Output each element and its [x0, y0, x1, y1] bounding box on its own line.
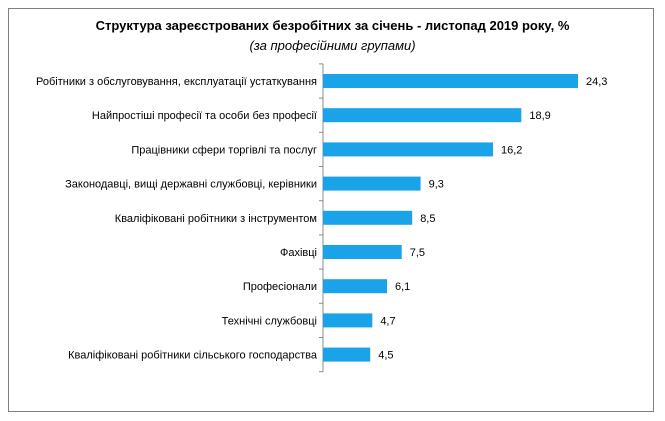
data-label: 16,2	[501, 144, 522, 156]
bar	[323, 279, 388, 294]
bar	[323, 108, 522, 123]
category-label: Технічні службовці	[222, 315, 317, 327]
data-label: 6,1	[395, 281, 410, 293]
chart-subtitle: (за професійними групами)	[249, 38, 416, 53]
bar	[323, 210, 413, 225]
data-label: 4,5	[378, 350, 393, 362]
data-label: 18,9	[529, 110, 550, 122]
category-label: Кваліфіковані робітники з інструментом	[115, 213, 317, 225]
category-label: Законодавці, вищі державні службовці, ке…	[65, 179, 317, 191]
data-label: 8,5	[420, 213, 435, 225]
bar	[323, 74, 578, 88]
bar	[323, 313, 373, 328]
bar	[323, 347, 371, 362]
category-label: Робітники з обслуговування, експлуатації…	[36, 76, 317, 88]
category-label: Фахівці	[280, 247, 317, 259]
category-label: Працівники сфери торгівлі та послуг	[131, 144, 317, 156]
category-label: Кваліфіковані робітники сільського госпо…	[68, 350, 318, 362]
data-label: 4,7	[380, 315, 395, 327]
data-label: 24,3	[586, 76, 607, 88]
data-label: 7,5	[410, 247, 425, 259]
chart-title: Структура зареєстрованих безробітних за …	[95, 18, 570, 33]
bar	[323, 176, 421, 191]
data-label: 9,3	[429, 179, 444, 191]
bar	[323, 245, 402, 259]
bar	[323, 142, 493, 157]
category-label: Професіонали	[243, 281, 317, 293]
category-label: Найпростіші професії та особи без профес…	[92, 110, 317, 122]
